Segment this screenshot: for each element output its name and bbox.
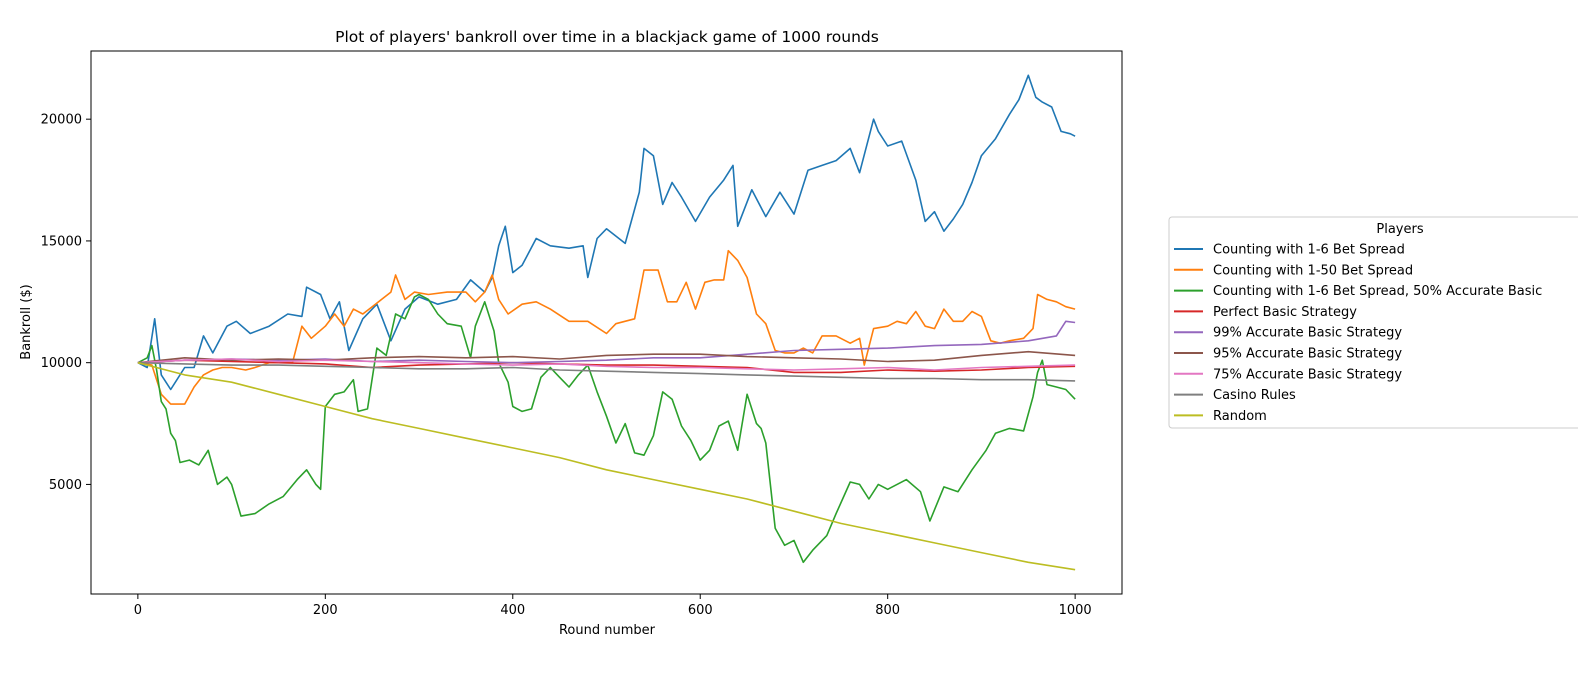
legend: Players Counting with 1-6 Bet Spread Coun… xyxy=(1168,216,1578,429)
y-tick-label: 5000 xyxy=(49,478,82,493)
plot-area xyxy=(137,74,1076,571)
y-tick-label: 10000 xyxy=(41,356,82,371)
legend-entry-2: Counting with 1-50 Bet Spread xyxy=(1213,263,1413,278)
legend-box xyxy=(1168,216,1578,429)
legend-entry-6: 95% Accurate Basic Strategy xyxy=(1213,347,1402,362)
series-line-3 xyxy=(137,293,1076,564)
x-axis: 0 200 400 600 800 1000 xyxy=(134,594,1092,618)
y-axis-label: Bankroll ($) xyxy=(19,284,34,359)
series-line-8 xyxy=(137,361,1076,382)
chart-title: Plot of players' bankroll over time in a… xyxy=(335,28,879,46)
x-tick-label: 800 xyxy=(875,603,900,618)
legend-entry-5: 99% Accurate Basic Strategy xyxy=(1213,326,1402,341)
legend-entry-3: Counting with 1-6 Bet Spread, 50% Accura… xyxy=(1213,284,1542,299)
series-line-6 xyxy=(137,350,1076,364)
y-tick-label: 20000 xyxy=(41,113,82,128)
series-line-4 xyxy=(137,359,1076,374)
x-tick-label: 400 xyxy=(500,603,525,618)
legend-entry-4: Perfect Basic Strategy xyxy=(1213,305,1357,320)
legend-entry-1: Counting with 1-6 Bet Spread xyxy=(1213,243,1405,258)
series-line-7 xyxy=(137,358,1076,371)
series-line-2 xyxy=(137,249,1076,405)
x-tick-label: 600 xyxy=(688,603,713,618)
x-tick-label: 0 xyxy=(134,603,142,618)
x-tick-label: 1000 xyxy=(1059,603,1092,618)
legend-entry-8: Casino Rules xyxy=(1213,388,1296,403)
y-tick-label: 15000 xyxy=(41,234,82,249)
series-line-9 xyxy=(137,361,1076,571)
legend-entry-9: Random xyxy=(1213,409,1267,424)
y-axis: 5000 10000 15000 20000 xyxy=(41,113,91,493)
legend-entry-7: 75% Accurate Basic Strategy xyxy=(1213,367,1402,382)
legend-title: Players xyxy=(1376,222,1423,237)
x-axis-label: Round number xyxy=(559,623,656,638)
x-tick-label: 200 xyxy=(313,603,338,618)
plot-frame xyxy=(90,50,1123,595)
series-line-1 xyxy=(137,74,1076,391)
